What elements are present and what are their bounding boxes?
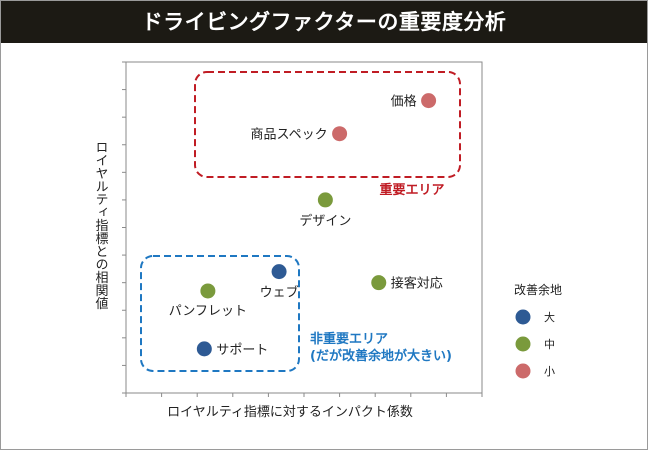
point-label: 接客対応 <box>391 276 443 292</box>
point-サポート <box>196 341 212 357</box>
point-label: パンフレット <box>169 304 247 319</box>
chart-title: ドライビングファクターの重要度分析 <box>1 1 647 43</box>
x-axis-label: ロイヤルティ指標に対するインパクト係数 <box>167 405 413 420</box>
legend-swatch <box>515 363 531 379</box>
legend-label: 大 <box>544 310 555 324</box>
point-接客対応 <box>371 275 387 291</box>
point-価格 <box>421 93 437 109</box>
non-important-area-sublabel: (だが改善余地が大きい) <box>310 348 452 364</box>
point-label: デザイン <box>299 213 351 229</box>
point-label: 商品スペック <box>251 128 328 143</box>
non-important-area-region <box>140 255 300 372</box>
point-パンフレット <box>200 283 216 299</box>
important-area-region <box>194 71 461 178</box>
point-label: ウェブ <box>260 285 299 301</box>
point-label: サポート <box>216 343 268 358</box>
point-商品スペック <box>332 126 348 142</box>
legend-title: 改善余地 <box>514 282 562 297</box>
point-label: 価格 <box>391 94 417 110</box>
axes <box>122 61 483 397</box>
important-area-label: 重要エリア <box>379 182 444 198</box>
legend-label: 小 <box>544 365 555 378</box>
point-ウェブ <box>271 264 287 280</box>
point-デザイン <box>317 192 333 208</box>
non-important-area-label: 非重要エリア <box>310 331 388 347</box>
legend-label: 中 <box>544 338 555 351</box>
legend-swatch <box>515 336 531 352</box>
legend-swatch <box>515 309 531 325</box>
y-axis-label: ロイヤルティ指標との相関値 <box>93 141 109 310</box>
data-points <box>196 93 437 357</box>
